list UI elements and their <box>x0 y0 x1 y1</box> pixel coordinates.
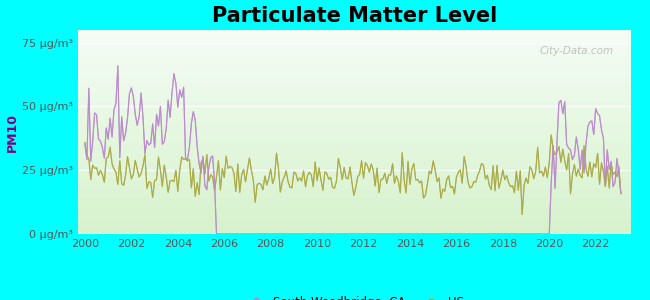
Text: City-Data.com: City-Data.com <box>540 46 614 56</box>
Legend: South Woodbridge, CA, US: South Woodbridge, CA, US <box>240 291 469 300</box>
Y-axis label: PM10: PM10 <box>6 112 20 152</box>
Title: Particulate Matter Level: Particulate Matter Level <box>212 6 497 26</box>
